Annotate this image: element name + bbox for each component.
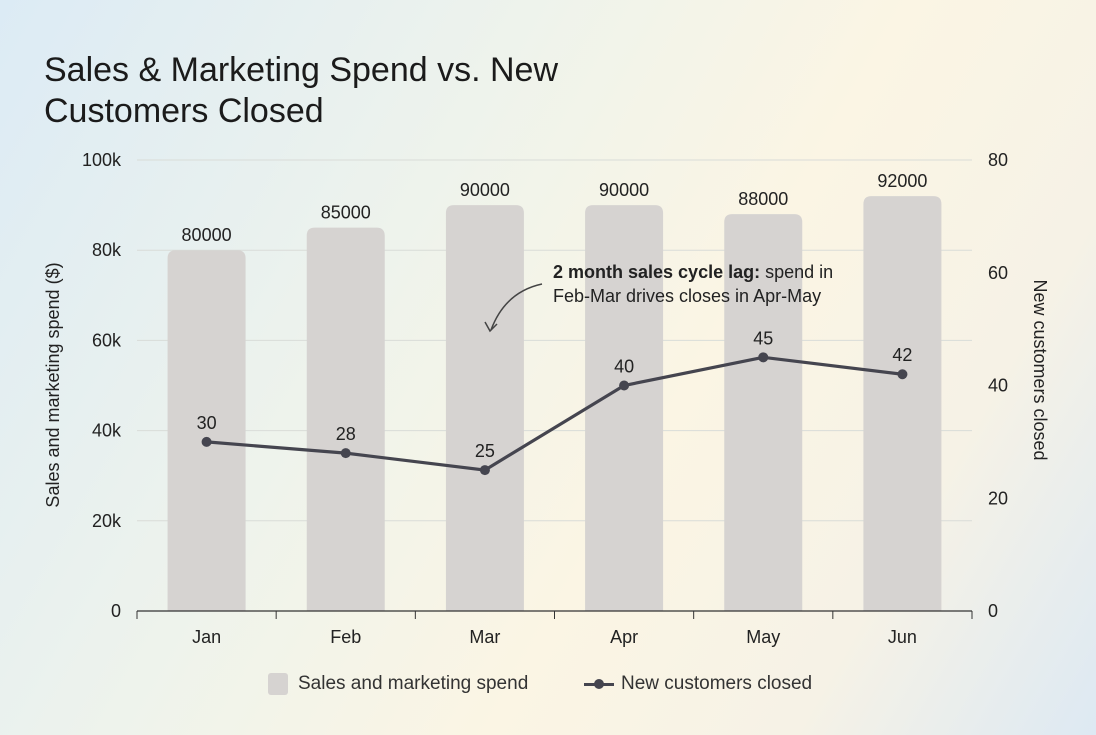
arrow-head-icon <box>484 321 498 333</box>
x-tick-label: Apr <box>610 627 638 647</box>
x-tick-label: May <box>746 627 780 647</box>
bar-label: 90000 <box>599 180 649 200</box>
annotation-line1: 2 month sales cycle lag: spend in <box>553 262 833 282</box>
bar <box>306 227 385 611</box>
line-point <box>758 352 769 363</box>
line-label: 40 <box>614 357 634 377</box>
chart-title: Sales & Marketing Spend vs. New Customer… <box>44 51 559 130</box>
line-label: 28 <box>336 424 356 444</box>
bar <box>167 250 246 611</box>
y-right-tick: 60 <box>988 263 1008 283</box>
bar-label: 80000 <box>182 225 232 245</box>
bar <box>445 205 524 611</box>
y-left-tick: 20k <box>92 511 122 531</box>
legend-label-spend: Sales and marketing spend <box>298 673 529 694</box>
bar <box>863 196 942 611</box>
y-right-label: New customers closed <box>1030 279 1050 460</box>
annotation-text: spend in <box>760 262 833 282</box>
legend-swatch-bar <box>268 673 288 695</box>
line-label: 30 <box>197 413 217 433</box>
bar <box>585 205 664 611</box>
annotation-arrow <box>490 283 543 331</box>
y-left-tick: 80k <box>92 240 122 260</box>
y-left-tick: 0 <box>111 601 121 621</box>
y-left-label: Sales and marketing spend ($) <box>43 262 63 507</box>
line-label: 45 <box>753 328 773 348</box>
y-right-tick: 80 <box>988 150 1008 170</box>
legend-item-spend: Sales and marketing spend <box>268 673 528 695</box>
y-left-tick: 40k <box>92 421 122 441</box>
line-point <box>340 448 351 459</box>
x-tick-label: Feb <box>330 627 361 647</box>
x-tick-label: Jan <box>192 627 221 647</box>
line-label: 25 <box>475 441 495 461</box>
bar-label: 92000 <box>877 171 927 191</box>
legend-label-customers: New customers closed <box>621 673 813 694</box>
annotation-line2: Feb-Mar drives closes in Apr-May <box>553 286 821 306</box>
line-point <box>619 380 630 391</box>
y-left-tick: 100k <box>82 150 122 170</box>
x-tick-label: Jun <box>888 627 917 647</box>
annotation-bold: 2 month sales cycle lag: <box>553 262 760 282</box>
line-point <box>897 369 908 380</box>
bar-label: 90000 <box>460 180 510 200</box>
x-tick-label: Mar <box>469 627 500 647</box>
bar-label: 88000 <box>738 189 788 209</box>
y-right-tick: 20 <box>988 488 1008 508</box>
legend-item-customers: New customers closed <box>584 673 812 695</box>
line-label: 42 <box>892 345 912 365</box>
bar-label: 85000 <box>321 203 371 223</box>
y-right-tick: 0 <box>988 601 998 621</box>
bar <box>724 214 803 611</box>
line-point <box>479 465 490 476</box>
line-point <box>201 436 212 447</box>
y-right-tick: 40 <box>988 376 1008 396</box>
legend-swatch-line <box>584 678 614 689</box>
y-left-tick: 60k <box>92 330 122 350</box>
customers-line <box>206 355 903 472</box>
